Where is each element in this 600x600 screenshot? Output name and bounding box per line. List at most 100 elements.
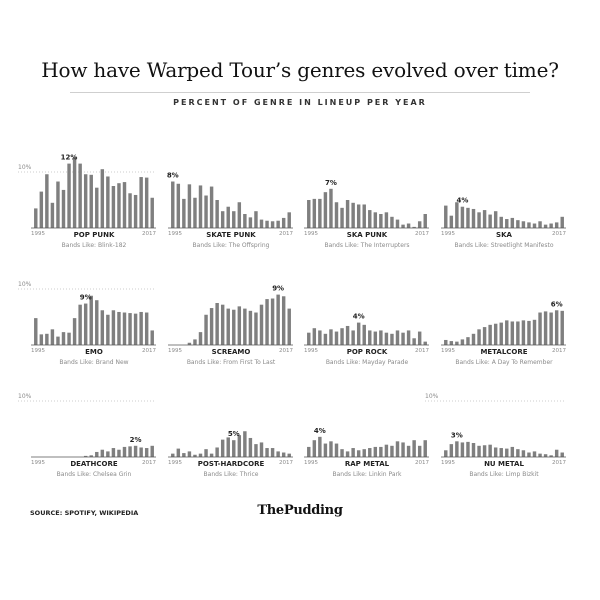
rap-metal-bar xyxy=(384,444,389,457)
ska-punk-bar xyxy=(318,198,322,228)
nu-metal-bar xyxy=(444,450,448,457)
rap-metal-bar xyxy=(373,446,378,457)
ska-punk-bar xyxy=(351,202,355,228)
pop-punk-bar xyxy=(78,163,82,228)
nu-metal-x-end-label: 2017 xyxy=(552,460,566,466)
deathcore-bar xyxy=(122,446,127,457)
ska-bar xyxy=(455,202,459,228)
rap-metal-bar xyxy=(323,443,328,457)
metalcore-caption: Bands Like: A Day To Remember xyxy=(455,359,553,366)
rap-metal-x-start-label: 1995 xyxy=(304,460,318,466)
emo-x-start-label: 1995 xyxy=(31,348,45,354)
pop-punk-bar xyxy=(67,163,71,228)
skate-punk-bar xyxy=(237,202,242,228)
pop-rock-bar xyxy=(351,330,355,345)
screamo-caption: Bands Like: From First To Last xyxy=(187,359,276,366)
nu-metal-bar xyxy=(549,455,553,457)
skate-punk-title: SKATE PUNK xyxy=(206,231,256,239)
metalcore-bar xyxy=(471,333,476,345)
deathcore-bar xyxy=(95,451,99,457)
metalcore-bar xyxy=(460,339,465,345)
deathcore-bar xyxy=(144,448,149,457)
skate-punk-x-end-label: 2017 xyxy=(279,231,293,237)
ska-punk-caption: Bands Like: The Interrupters xyxy=(324,242,409,249)
pop-punk-bar xyxy=(72,157,77,228)
ska-bar xyxy=(527,222,531,228)
nu-metal-bar xyxy=(471,443,476,457)
deathcore-gridline-label: 10% xyxy=(18,393,32,400)
post-hardcore-bar xyxy=(193,454,197,457)
nu-metal-bar xyxy=(466,441,470,457)
ska-punk-x-start-label: 1995 xyxy=(304,231,318,237)
nu-metal-x-start-label: 1995 xyxy=(441,460,455,466)
screamo-title: SCREAMO xyxy=(212,348,251,356)
metalcore-bar xyxy=(527,320,531,345)
skate-punk-bar xyxy=(204,195,208,228)
emo-bar xyxy=(139,311,143,345)
ska-bar xyxy=(543,224,548,228)
ska-bar xyxy=(549,223,553,228)
skate-punk-bar xyxy=(248,217,253,228)
ska-peak-label: 4% xyxy=(456,197,468,205)
rap-metal-bar xyxy=(362,449,366,457)
nu-metal-bar xyxy=(516,449,520,457)
ska-punk-bar xyxy=(307,200,311,228)
post-hardcore-bar xyxy=(265,448,269,457)
post-hardcore-x-start-label: 1995 xyxy=(168,460,182,466)
pop-punk-bar xyxy=(117,183,121,228)
nu-metal-bar xyxy=(543,454,548,457)
pop-punk-bar xyxy=(89,174,93,228)
rap-metal-peak-label: 4% xyxy=(314,427,326,435)
screamo-bar xyxy=(265,299,269,345)
skate-punk-x-start-label: 1995 xyxy=(168,231,182,237)
nu-metal-bar xyxy=(532,451,537,457)
skate-punk-bar xyxy=(176,183,181,228)
deathcore-bar xyxy=(83,455,88,457)
ska-bar xyxy=(521,221,526,228)
pop-rock-title: POP ROCK xyxy=(347,348,388,356)
post-hardcore-bar xyxy=(248,437,253,457)
emo-bar xyxy=(100,310,105,345)
pop-punk-bar xyxy=(128,193,132,228)
ska-punk-bar xyxy=(401,224,405,228)
nu-metal-bar xyxy=(477,445,481,457)
metalcore-bar xyxy=(493,323,498,345)
post-hardcore-bar xyxy=(259,442,264,457)
nu-metal-bar xyxy=(493,447,498,457)
title-divider xyxy=(70,92,530,93)
post-hardcore-caption: Bands Like: Thrice xyxy=(204,471,259,478)
metalcore-peak-label: 6% xyxy=(551,300,563,308)
ska-punk-bar xyxy=(406,223,411,228)
metalcore-x-start-label: 1995 xyxy=(441,348,455,354)
rap-metal-caption: Bands Like: Linkin Park xyxy=(333,471,402,478)
emo-gridline-label: 10% xyxy=(18,281,32,288)
pop-punk-bar xyxy=(95,187,99,228)
emo-bar xyxy=(72,318,77,345)
rap-metal-bar xyxy=(345,451,350,457)
ska-bar xyxy=(532,223,537,228)
skate-punk-bar xyxy=(265,220,269,228)
nu-metal-bar xyxy=(488,444,492,457)
skate-punk-bar xyxy=(187,184,192,228)
post-hardcore-bar xyxy=(237,435,242,457)
emo-title: EMO xyxy=(85,348,103,356)
emo-bar xyxy=(117,311,121,345)
rap-metal-bar xyxy=(412,440,416,457)
pop-punk-bar xyxy=(106,176,110,228)
nu-metal-bar xyxy=(554,449,559,457)
deathcore-bar xyxy=(117,449,121,457)
post-hardcore-bar xyxy=(187,451,192,457)
screamo-bar xyxy=(276,294,280,345)
emo-bar xyxy=(111,310,116,345)
emo-bar xyxy=(128,313,132,345)
ska-punk-bar xyxy=(395,219,400,228)
post-hardcore-bar xyxy=(276,451,280,457)
ska-bar xyxy=(516,220,520,228)
ska-bar xyxy=(505,219,509,228)
screamo-bar xyxy=(232,309,236,345)
rap-metal-bar xyxy=(395,441,400,457)
emo-bar xyxy=(34,318,38,345)
pop-rock-bar xyxy=(384,332,389,345)
pop-rock-bar xyxy=(340,328,344,345)
